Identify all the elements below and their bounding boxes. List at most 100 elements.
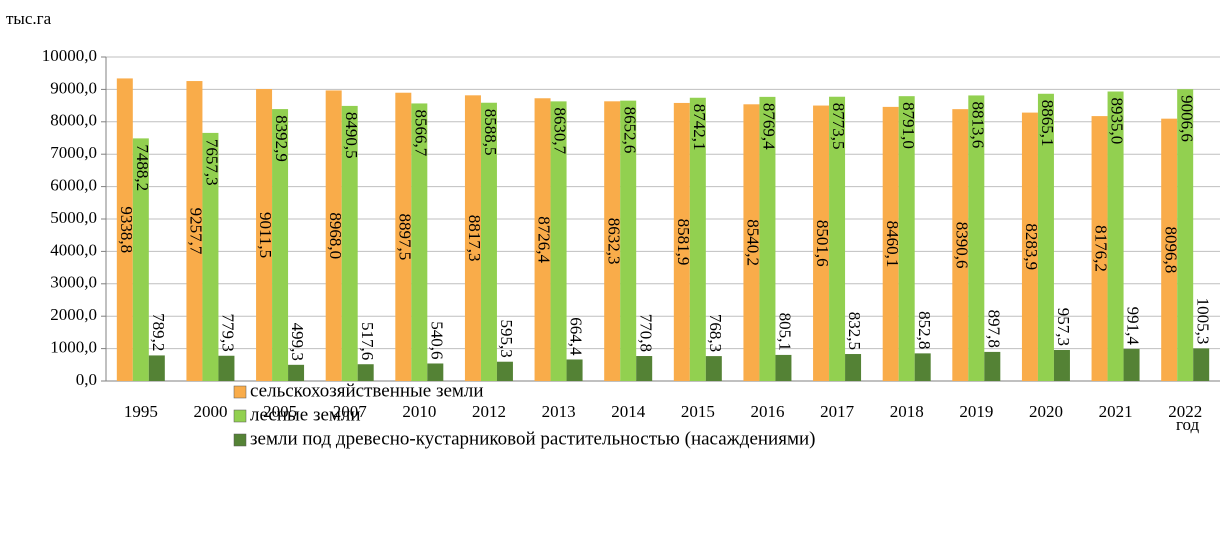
y-tick-label: 0,0 xyxy=(76,370,97,389)
bar xyxy=(968,95,985,381)
legend-label: лесные земли xyxy=(250,404,361,425)
x-tick-label: 2019 xyxy=(959,402,993,421)
y-tick-label: 1000,0 xyxy=(50,338,97,357)
x-tick-label: 2021 xyxy=(1099,402,1133,421)
bar xyxy=(914,353,931,381)
data-label: 8630,7 xyxy=(551,107,570,154)
bar xyxy=(218,355,235,381)
data-label: 8769,4 xyxy=(760,103,779,150)
x-tick-label: 1995 xyxy=(124,402,158,421)
data-label: 8540,2 xyxy=(744,219,763,266)
x-tick-label: 2015 xyxy=(681,402,715,421)
bar xyxy=(743,104,760,382)
data-label: 8588,5 xyxy=(481,109,500,156)
y-tick-label: 5000,0 xyxy=(50,208,97,227)
x-tick-label: 2012 xyxy=(472,402,506,421)
bar xyxy=(1053,349,1070,381)
bar xyxy=(604,101,621,381)
data-label: 595,3 xyxy=(497,319,516,357)
data-label: 9338,8 xyxy=(117,206,136,253)
bar xyxy=(132,138,149,381)
x-axis-label: год xyxy=(1176,415,1200,434)
bar xyxy=(341,105,358,381)
bar xyxy=(395,92,412,381)
bar xyxy=(357,364,374,381)
y-tick-label: 8000,0 xyxy=(50,111,97,130)
bar xyxy=(898,96,915,381)
bar xyxy=(202,132,219,381)
data-label: 8773,5 xyxy=(829,103,848,150)
bar xyxy=(496,361,513,381)
x-tick-label: 2018 xyxy=(890,402,924,421)
data-label: 8096,8 xyxy=(1161,226,1180,273)
x-tick-label: 2010 xyxy=(402,402,436,421)
data-label: 8390,6 xyxy=(952,222,971,269)
bar xyxy=(813,105,830,381)
bar xyxy=(550,101,567,381)
x-tick-label: 2017 xyxy=(820,402,855,421)
data-label: 852,8 xyxy=(915,311,934,349)
x-tick-label: 2007 xyxy=(333,402,368,421)
y-tick-label: 7000,0 xyxy=(50,143,97,162)
data-label: 7488,2 xyxy=(133,144,152,191)
y-tick-label: 10000,0 xyxy=(42,46,97,65)
data-label: 9011,5 xyxy=(256,212,275,258)
bar xyxy=(689,97,706,382)
data-label: 8501,6 xyxy=(813,220,832,267)
bar xyxy=(148,355,165,381)
bar xyxy=(1091,116,1108,381)
data-label: 8865,1 xyxy=(1038,100,1057,147)
bar xyxy=(775,354,792,381)
bar xyxy=(1021,112,1038,382)
bar xyxy=(759,96,776,382)
data-label: 789,2 xyxy=(149,313,168,351)
data-label: 499,3 xyxy=(288,323,307,361)
data-label: 8897,5 xyxy=(395,213,414,260)
data-label: 897,8 xyxy=(984,310,1003,348)
data-label: 8791,0 xyxy=(899,102,918,149)
legend-label: земли под древесно-кустарниковой растите… xyxy=(250,428,815,449)
x-tick-label: 2005 xyxy=(263,402,297,421)
data-label: 517,6 xyxy=(358,322,377,360)
bar xyxy=(882,106,899,381)
bar xyxy=(566,359,583,381)
data-label: 7657,3 xyxy=(203,139,222,186)
data-label: 8726,4 xyxy=(535,216,554,263)
bar xyxy=(1037,93,1054,382)
bar xyxy=(186,81,203,381)
bar xyxy=(272,109,289,381)
bar xyxy=(1107,91,1124,382)
y-tick-label: 3000,0 xyxy=(50,273,97,292)
bar xyxy=(829,96,846,382)
bar xyxy=(116,78,133,381)
x-tick-label: 2020 xyxy=(1029,402,1063,421)
data-label: 8652,6 xyxy=(620,107,639,154)
legend-swatch xyxy=(233,385,247,399)
bar xyxy=(288,364,305,381)
data-label: 8283,9 xyxy=(1022,223,1041,270)
data-label: 9257,7 xyxy=(187,208,206,255)
data-label: 8460,1 xyxy=(883,221,902,268)
data-label: 770,8 xyxy=(636,314,655,352)
bar xyxy=(1123,348,1140,381)
data-label: 8742,1 xyxy=(690,104,709,151)
data-label: 8581,9 xyxy=(674,219,693,266)
data-label: 8176,2 xyxy=(1092,225,1111,272)
legend-swatch xyxy=(233,409,247,423)
data-label: 8490,5 xyxy=(342,112,361,159)
bar xyxy=(427,363,444,381)
bar xyxy=(464,95,481,381)
bar xyxy=(620,100,637,381)
bar xyxy=(480,102,497,381)
bar xyxy=(411,103,428,382)
bar xyxy=(534,98,551,381)
bar xyxy=(636,356,653,381)
data-label: 957,3 xyxy=(1054,308,1073,346)
data-label: 768,3 xyxy=(706,314,725,352)
x-tick-label: 2022 xyxy=(1168,402,1202,421)
data-label: 9006,6 xyxy=(1177,95,1196,142)
y-tick-label: 2000,0 xyxy=(50,305,97,324)
data-label: 1005,3 xyxy=(1193,298,1212,345)
data-label: 8817,3 xyxy=(465,215,484,262)
